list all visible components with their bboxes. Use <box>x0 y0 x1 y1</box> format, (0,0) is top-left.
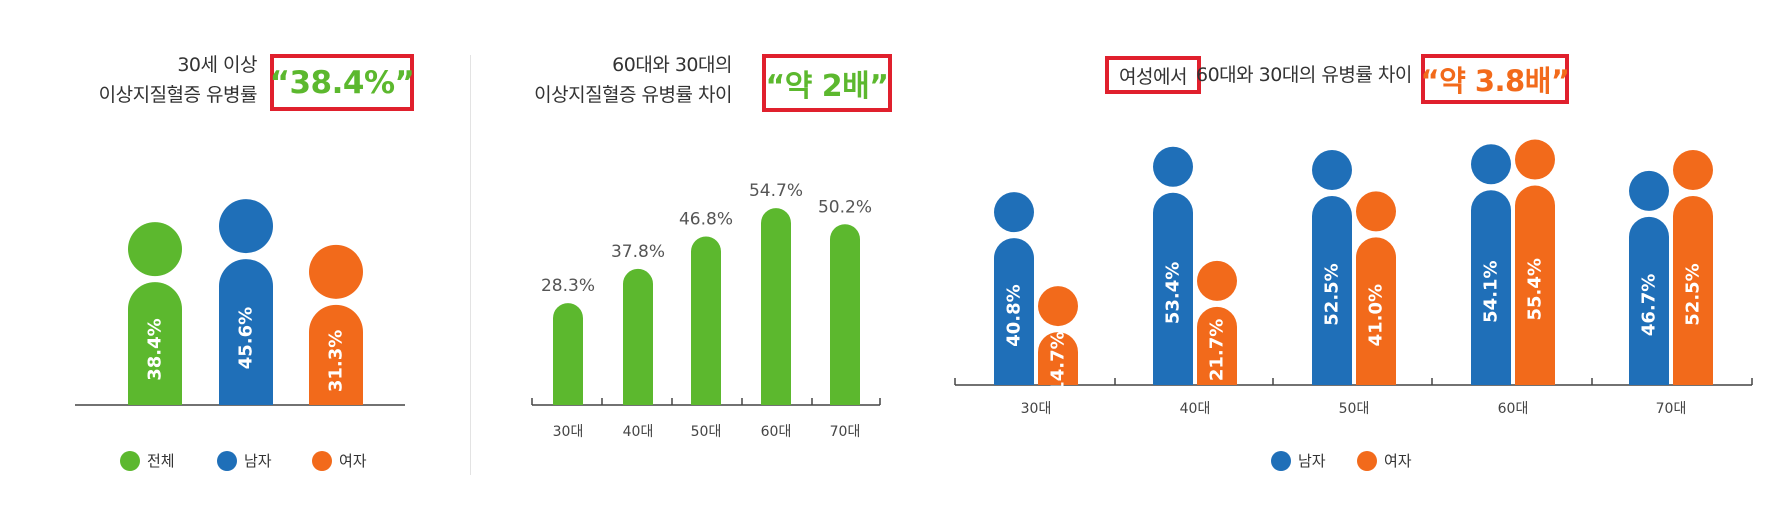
chart3-svg: 40.8% 14.7% 30대 53.4% 21.7% 40대 52.5% 41.0% 50대 5… <box>954 139 1753 471</box>
chart1-legend-label-2: 여자 <box>339 452 367 470</box>
panel2-highlight: “약 2배” <box>762 54 892 112</box>
chart3-x-label-2: 50대 <box>1339 401 1370 417</box>
chart3-value-label-0-4: 46.7% <box>1639 274 1660 336</box>
chart2-bar-2 <box>691 236 721 405</box>
panel-divider <box>470 55 471 475</box>
chart3-bar-1-3 <box>1515 185 1555 385</box>
chart3-legend-label-1: 여자 <box>1384 452 1412 470</box>
chart3-legend-swatch-1 <box>1357 451 1377 471</box>
chart3-value-label-1-0: 14.7% <box>1048 331 1069 393</box>
chart3-head-1-0 <box>1038 286 1078 327</box>
chart2-bar-4 <box>830 224 860 405</box>
chart3-head-1-3 <box>1515 139 1555 180</box>
chart3-value-label-1-3: 55.4% <box>1525 258 1546 320</box>
chart3-head-0-2 <box>1312 150 1352 190</box>
chart1-value-label-1: 45.6% <box>236 307 257 369</box>
chart1-legend-swatch-0 <box>120 451 140 471</box>
chart3-x-label-1: 40대 <box>1180 401 1211 417</box>
chart3-bar-0-3 <box>1471 190 1511 385</box>
chart2-value-label-4: 50.2% <box>818 197 872 217</box>
chart3-head-0-3 <box>1471 144 1511 185</box>
panel2-title-line2: 이상지질혈증 유병률 차이 <box>534 84 732 106</box>
chart2-value-label-3: 54.7% <box>749 181 803 201</box>
panel1-title-line2: 이상지질혈증 유병률 <box>98 84 258 106</box>
panel1-title: 30세 이상 이상지질혈증 유병률 <box>98 50 258 110</box>
chart3-bar-0-2 <box>1312 196 1352 385</box>
panel3-title-box: 여성에서 <box>1105 56 1201 94</box>
chart2-bar-0 <box>553 303 583 405</box>
chart2-value-label-1: 37.8% <box>611 242 665 262</box>
chart1-value-label-0: 38.4% <box>145 318 166 380</box>
chart3-value-label-0-2: 52.5% <box>1322 263 1343 325</box>
chart3-legend-label-0: 남자 <box>1298 452 1326 470</box>
chart3-value-label-0-3: 54.1% <box>1481 260 1502 322</box>
chart2-value-label-2: 46.8% <box>679 210 733 230</box>
chart3-head-1-1 <box>1197 260 1237 301</box>
chart2-x-label-0: 30대 <box>553 424 584 440</box>
chart3-legend-swatch-0 <box>1271 451 1291 471</box>
chart2-x-label-4: 70대 <box>830 424 861 440</box>
chart2-x-label-1: 40대 <box>623 424 654 440</box>
chart1-bar-1 <box>219 259 273 405</box>
chart3-head-1-4 <box>1673 150 1713 190</box>
chart3-value-label-1-2: 41.0% <box>1366 284 1387 346</box>
panel1-title-line1: 30세 이상 <box>177 54 257 76</box>
chart3-value-label-1-4: 52.5% <box>1683 263 1704 325</box>
chart3-bar-1-0 <box>1038 332 1078 385</box>
panel-gender-age: 여성에서 60대와 30대의 유병률 차이 “약 3.8배” 40.8% 14.7… <box>940 0 1772 531</box>
panel3-highlight: “약 3.8배” <box>1421 54 1570 104</box>
chart3-x-label-3: 60대 <box>1498 401 1529 417</box>
chart3-x-label-4: 70대 <box>1656 401 1687 417</box>
chart2-svg: 28.3% 30대 37.8% 40대 46.8% 50대 54.7% 60대 50.2% 70대 <box>531 181 881 440</box>
chart3-value-label-0-1: 53.4% <box>1163 262 1184 324</box>
panel2-title: 60대와 30대의 이상지질혈증 유병률 차이 <box>534 50 732 110</box>
chart2-bar-1 <box>623 268 653 405</box>
chart3-head-0-1 <box>1153 146 1193 187</box>
chart1-bar-0 <box>128 282 182 405</box>
chart3-head-0-0 <box>994 192 1034 233</box>
chart1-legend-swatch-2 <box>312 451 332 471</box>
chart3-bar-1-1 <box>1197 306 1237 385</box>
chart1-legend-label-0: 전체 <box>147 452 175 470</box>
chart3-head-1-2 <box>1356 191 1396 232</box>
chart3-bar-1-4 <box>1673 196 1713 385</box>
chart2-x-label-2: 50대 <box>691 424 722 440</box>
chart2-value-label-0: 28.3% <box>541 276 595 296</box>
chart3-value-label-1-1: 21.7% <box>1207 319 1228 381</box>
chart3-bar-0-1 <box>1153 192 1193 385</box>
panel-overall: 30세 이상 이상지질혈증 유병률 “38.4%” 38.4% 45.6% 31.3… <box>0 0 470 531</box>
chart3-x-label-0: 30대 <box>1021 401 1052 417</box>
chart1-head-2 <box>309 244 363 299</box>
chart3-value-label-0-0: 40.8% <box>1004 284 1025 346</box>
panel1-highlight: “38.4%” <box>270 54 415 111</box>
panel3-title-rest: 60대와 30대의 유병률 차이 <box>1196 64 1412 86</box>
chart1-value-label-2: 31.3% <box>326 330 347 392</box>
chart3-bar-1-2 <box>1356 237 1396 385</box>
panel2-title-line1: 60대와 30대의 <box>612 54 732 76</box>
chart1-svg: 38.4% 45.6% 31.3% 전체 남자 여자 <box>75 199 405 471</box>
chart1-legend-label-1: 남자 <box>244 452 272 470</box>
chart3-bar-0-4 <box>1629 216 1669 385</box>
panel-age: 60대와 30대의 이상지질혈증 유병률 차이 “약 2배” 28.3% 30대 3… <box>470 0 940 531</box>
chart1-head-1 <box>219 199 273 254</box>
chart1-legend-swatch-1 <box>217 451 237 471</box>
chart2-x-label-3: 60대 <box>761 424 792 440</box>
chart1-head-0 <box>128 222 182 277</box>
chart3-bar-0-0 <box>994 238 1034 385</box>
chart3-head-0-4 <box>1629 170 1669 211</box>
chart1-bar-2 <box>309 304 363 405</box>
chart2-bar-3 <box>761 208 791 405</box>
